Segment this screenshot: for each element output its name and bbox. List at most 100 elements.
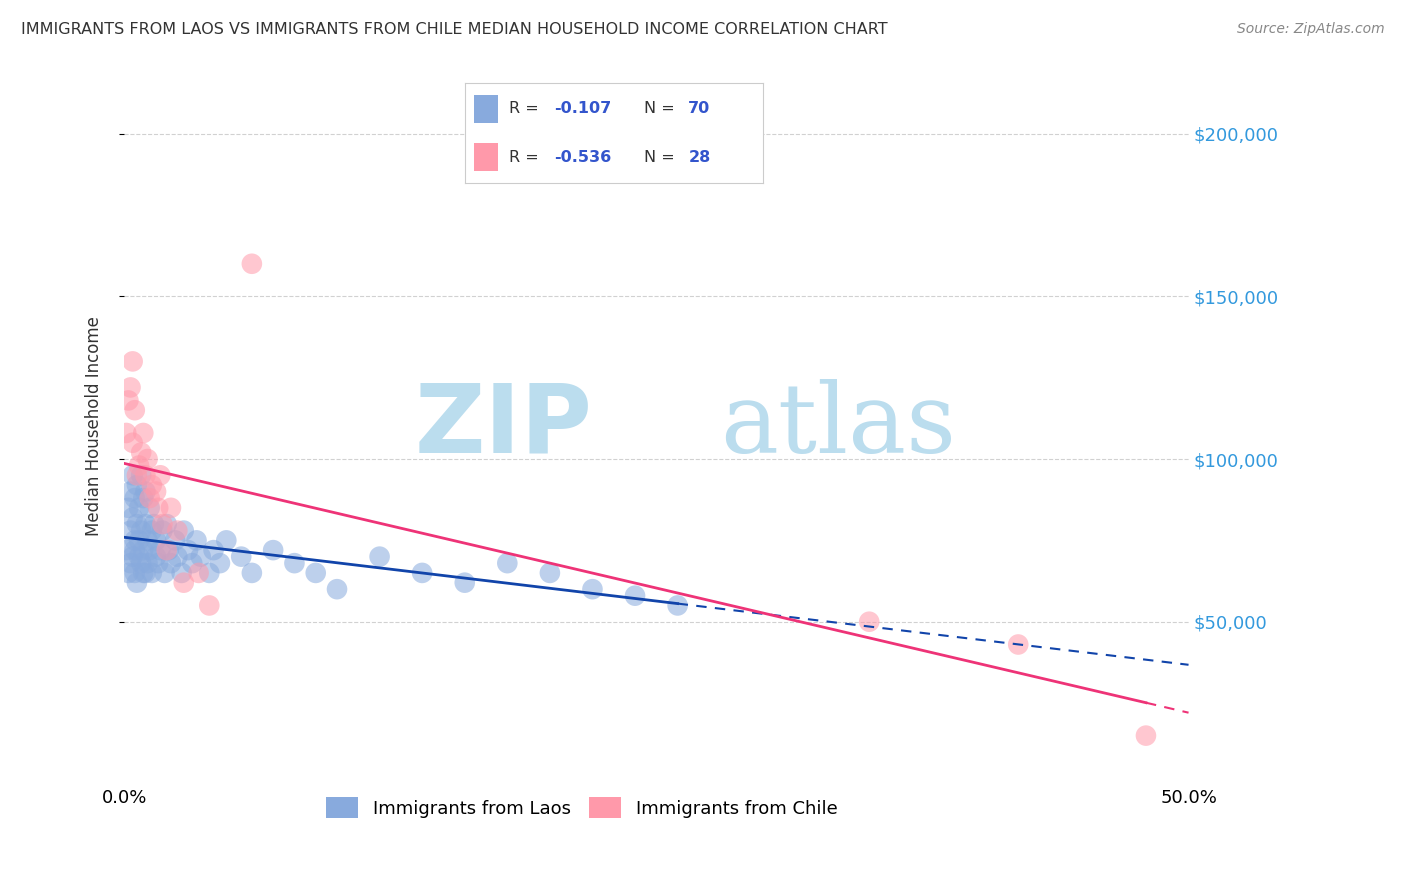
Point xyxy=(120,380,142,394)
Point xyxy=(121,354,143,368)
Text: Source: ZipAtlas.com: Source: ZipAtlas.com xyxy=(1237,22,1385,37)
Point xyxy=(173,575,195,590)
Point xyxy=(129,445,152,459)
Y-axis label: Median Household Income: Median Household Income xyxy=(86,317,103,536)
Point xyxy=(152,524,174,538)
Point xyxy=(136,533,159,548)
Point xyxy=(186,533,208,548)
Point xyxy=(117,566,139,580)
Point xyxy=(411,566,433,580)
Point xyxy=(187,566,209,580)
Legend: Immigrants from Laos, Immigrants from Chile: Immigrants from Laos, Immigrants from Ch… xyxy=(319,790,845,825)
Point xyxy=(129,556,152,570)
Point xyxy=(177,543,200,558)
Point xyxy=(132,491,155,505)
Point xyxy=(145,484,167,499)
Point xyxy=(538,566,561,580)
Point xyxy=(134,468,156,483)
Point xyxy=(125,468,148,483)
Point xyxy=(124,491,146,505)
Point xyxy=(121,549,143,564)
Point xyxy=(160,556,183,570)
Point xyxy=(138,543,160,558)
Point xyxy=(134,566,156,580)
Point xyxy=(132,566,155,580)
Point xyxy=(125,517,148,532)
Point xyxy=(153,566,176,580)
Point xyxy=(121,468,143,483)
Point xyxy=(120,556,142,570)
Point xyxy=(1007,638,1029,652)
Point xyxy=(156,517,179,532)
Point xyxy=(117,500,139,515)
Point xyxy=(240,566,263,580)
Point xyxy=(120,524,142,538)
Point xyxy=(1135,729,1157,743)
Point xyxy=(165,533,187,548)
Point xyxy=(198,566,221,580)
Point xyxy=(858,615,880,629)
Point xyxy=(326,582,349,597)
Point xyxy=(115,425,138,440)
Point xyxy=(581,582,603,597)
Point xyxy=(142,517,165,532)
Point xyxy=(115,543,138,558)
Point xyxy=(128,549,150,564)
Point xyxy=(240,257,263,271)
Point xyxy=(624,589,647,603)
Point xyxy=(231,549,253,564)
Point xyxy=(368,549,391,564)
Point xyxy=(283,556,305,570)
Text: IMMIGRANTS FROM LAOS VS IMMIGRANTS FROM CHILE MEDIAN HOUSEHOLD INCOME CORRELATIO: IMMIGRANTS FROM LAOS VS IMMIGRANTS FROM … xyxy=(21,22,887,37)
Point xyxy=(128,533,150,548)
Point xyxy=(121,510,143,524)
Point xyxy=(136,452,159,467)
Point xyxy=(198,599,221,613)
Point xyxy=(157,543,180,558)
Point xyxy=(149,468,172,483)
Point xyxy=(134,517,156,532)
Point xyxy=(156,543,179,558)
Point xyxy=(454,575,477,590)
Point xyxy=(141,524,163,538)
Point xyxy=(305,566,328,580)
Point xyxy=(125,575,148,590)
Point xyxy=(166,549,188,564)
Point xyxy=(496,556,519,570)
Point xyxy=(160,500,183,515)
Point xyxy=(666,599,689,613)
Point xyxy=(145,549,167,564)
Point xyxy=(121,435,143,450)
Point xyxy=(148,556,170,570)
Point xyxy=(148,500,170,515)
Point xyxy=(134,484,156,499)
Point xyxy=(136,556,159,570)
Point xyxy=(149,543,172,558)
Point xyxy=(173,524,195,538)
Point xyxy=(124,533,146,548)
Point xyxy=(181,556,204,570)
Point xyxy=(124,543,146,558)
Point xyxy=(170,566,193,580)
Point xyxy=(166,524,188,538)
Point xyxy=(117,393,139,408)
Point xyxy=(145,533,167,548)
Point xyxy=(125,478,148,492)
Point xyxy=(152,517,174,532)
Point xyxy=(141,566,163,580)
Point xyxy=(124,566,146,580)
Point xyxy=(138,491,160,505)
Point xyxy=(262,543,284,558)
Point xyxy=(132,543,155,558)
Point xyxy=(215,533,238,548)
Point xyxy=(128,458,150,473)
Point xyxy=(190,549,212,564)
Point xyxy=(120,484,142,499)
Point xyxy=(129,524,152,538)
Point xyxy=(202,543,225,558)
Point xyxy=(141,478,163,492)
Point xyxy=(128,500,150,515)
Text: ZIP: ZIP xyxy=(415,380,592,473)
Point xyxy=(132,425,155,440)
Point xyxy=(138,500,160,515)
